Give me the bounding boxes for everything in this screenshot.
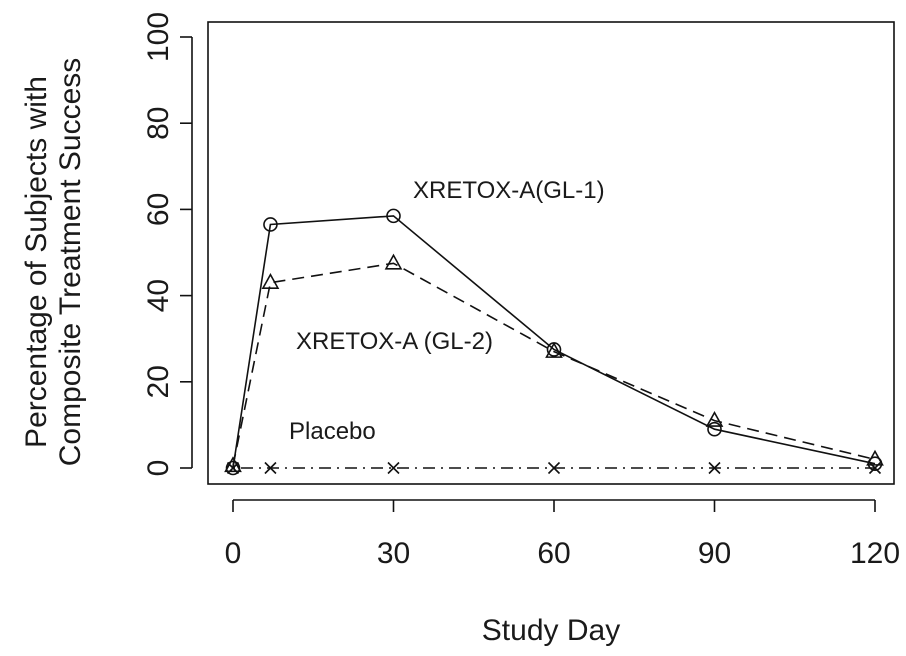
series-label-gl2: XRETOX-A (GL-2) (296, 328, 493, 355)
y-tick-label: 40 (142, 279, 175, 312)
data-point (547, 461, 561, 475)
series-line (232, 215, 876, 469)
x-tick-label: 90 (698, 537, 731, 570)
y-tick-label: 20 (142, 365, 175, 398)
y-tick-label: 80 (142, 107, 175, 140)
data-point (264, 461, 277, 475)
data-point (545, 341, 563, 358)
x-tick-label: 30 (377, 537, 410, 570)
data-point (263, 217, 278, 232)
y-axis-title-line-1: Percentage of Subjects with (20, 76, 53, 448)
data-point (386, 208, 401, 224)
plot-frame (207, 21, 895, 485)
x-tick-label: 60 (537, 537, 570, 570)
series-label-placebo: Placebo (289, 418, 376, 445)
axis-layer: 0 30 60 90 120 0 20 40 60 80 100 (142, 12, 900, 570)
data-point (707, 421, 722, 437)
series-layer (224, 208, 884, 476)
x-tick-label: 0 (225, 537, 242, 570)
series-line (232, 262, 876, 466)
y-tick-label: 0 (142, 460, 175, 477)
data-point (868, 461, 882, 475)
data-point (705, 410, 724, 427)
data-point (226, 461, 240, 475)
x-tick-label: 120 (850, 537, 900, 570)
y-tick-label: 60 (142, 193, 175, 226)
data-point (866, 449, 884, 466)
y-axis-title-line-2: Composite Treatment Success (54, 58, 87, 467)
data-point (387, 461, 400, 475)
data-point (261, 273, 280, 289)
data-point (384, 253, 403, 270)
data-point (708, 461, 721, 475)
x-axis-title: Study Day (482, 614, 620, 647)
series-label-gl1: XRETOX-A(GL-1) (413, 177, 605, 204)
y-tick-label: 100 (142, 12, 175, 62)
